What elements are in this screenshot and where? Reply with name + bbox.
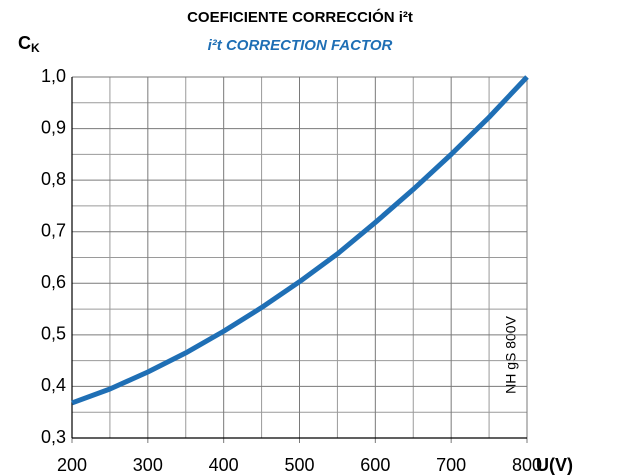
x-tick-label: 200 — [57, 455, 87, 475]
chart-subtitle: i²t CORRECTION FACTOR — [208, 37, 393, 54]
y-tick-label: 1,0 — [41, 66, 66, 86]
y-label-main: C — [18, 33, 31, 53]
data-line — [71, 75, 529, 406]
y-tick-label: 0,8 — [41, 169, 66, 189]
x-axis-label: U(V) — [536, 455, 573, 475]
y-label-sub: K — [31, 41, 40, 55]
x-tick-label: 700 — [436, 455, 466, 475]
y-tick-label: 0,3 — [41, 427, 66, 447]
y-tick-label: 0,6 — [41, 272, 66, 292]
x-tick-label: 500 — [284, 455, 314, 475]
x-tick-label: 800 — [512, 455, 542, 475]
y-tick-label: 0,4 — [41, 375, 66, 395]
x-tick-label: 400 — [209, 455, 239, 475]
y-tick-label: 0,5 — [41, 324, 66, 344]
y-tick-label: 0,7 — [41, 220, 66, 240]
x-tick-label: 300 — [133, 455, 163, 475]
annotation: NH gS 800V — [503, 315, 519, 393]
y-axis-label: CK — [18, 33, 40, 55]
x-tick-label: 600 — [360, 455, 390, 475]
chart-title: COEFICIENTE CORRECCIÓN i²t — [187, 8, 413, 26]
y-tick-label: 0,9 — [41, 117, 66, 137]
